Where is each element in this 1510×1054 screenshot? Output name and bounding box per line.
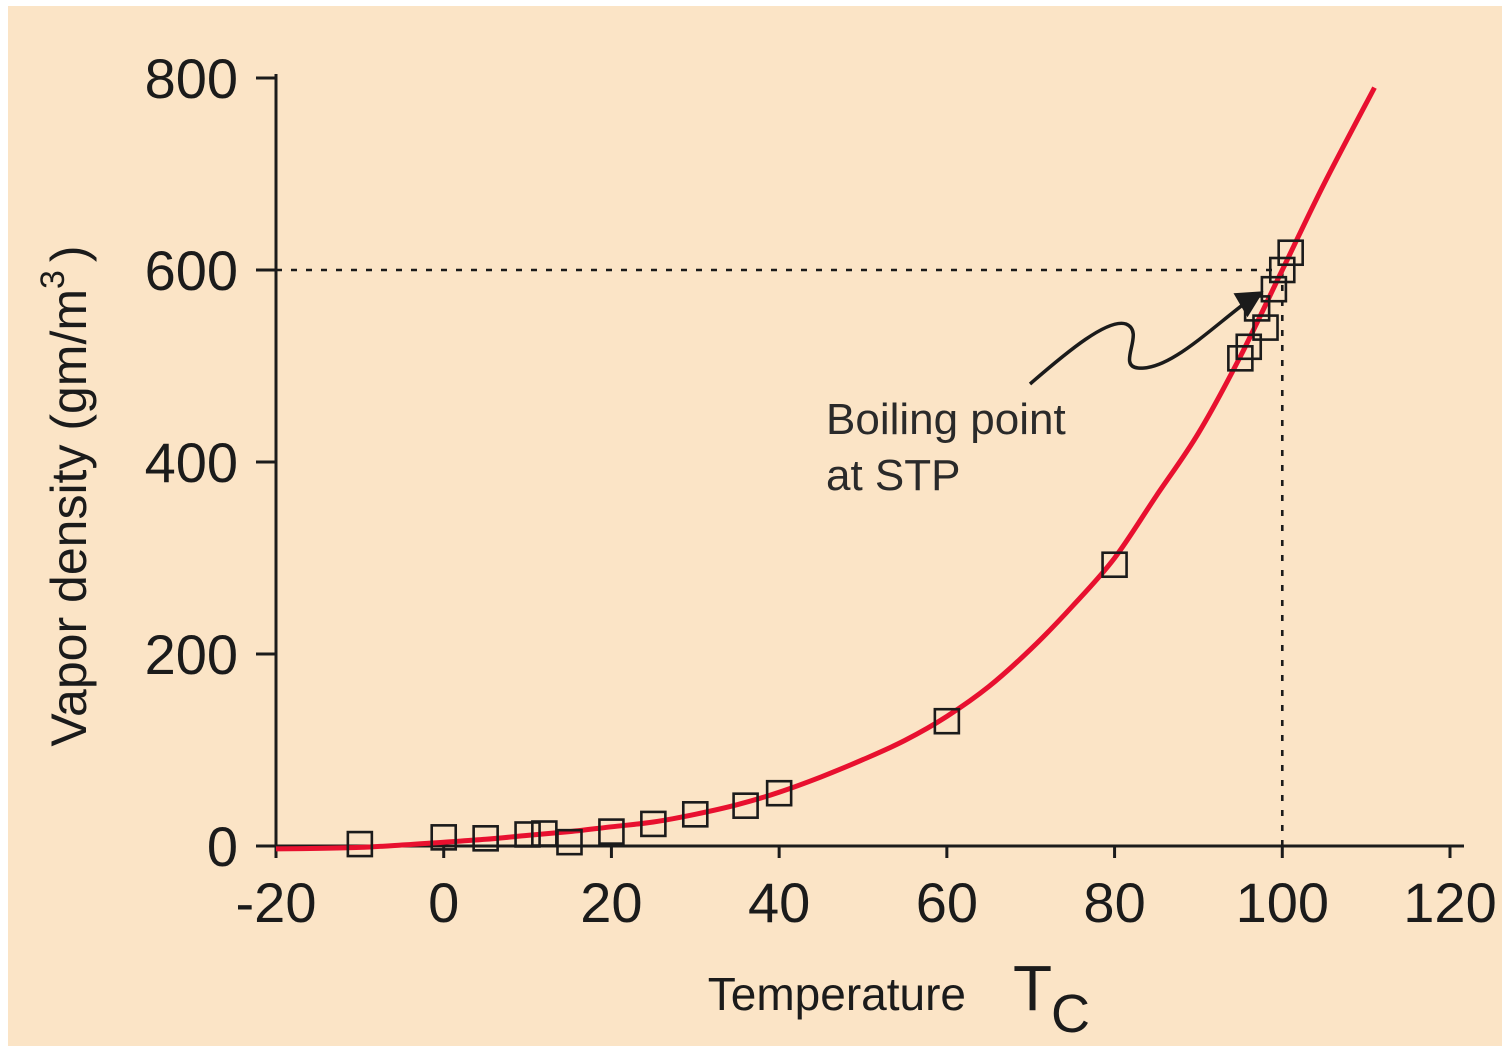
y-tick-label: 800 xyxy=(145,47,238,110)
x-tick-label: -20 xyxy=(236,871,317,934)
data-point xyxy=(1101,551,1128,579)
annotation-line: Boiling point xyxy=(826,395,1066,444)
data-point xyxy=(472,825,499,852)
x-tick-label: 20 xyxy=(580,871,642,934)
chart-panel: 0 200 400 600 800 -20 0 20 40 60 80 100 120 Boiling … xyxy=(8,6,1502,1046)
x-tick-label: 120 xyxy=(1403,871,1496,934)
data-point xyxy=(430,824,458,851)
data-point xyxy=(1268,256,1296,284)
fit-curve-line xyxy=(275,86,1377,852)
data-point xyxy=(1252,314,1279,341)
y-tick-label: 400 xyxy=(145,431,238,494)
data-point xyxy=(681,801,709,828)
x-axis-symbol-subscript: C xyxy=(1051,984,1090,1044)
data-point xyxy=(732,792,759,819)
data-point xyxy=(765,779,793,807)
y-tick-label: 200 xyxy=(145,623,238,686)
y-tick-label: 0 xyxy=(207,815,238,878)
x-tick-label: 40 xyxy=(748,871,810,934)
annotation-arrowhead xyxy=(1233,291,1264,318)
y-tick-label: 600 xyxy=(145,239,238,302)
x-tick-label: 0 xyxy=(428,871,459,934)
annotation-arrow xyxy=(1028,299,1249,386)
reference-lines xyxy=(276,268,1284,846)
x-tick-label: 80 xyxy=(1083,871,1145,934)
data-point xyxy=(346,830,374,858)
data-point xyxy=(1277,239,1304,267)
annotation-line: at STP xyxy=(826,451,961,500)
x-axis-label: Temperature xyxy=(708,968,966,1020)
annotation-layer: Boiling point at STP xyxy=(826,291,1264,500)
data-markers xyxy=(346,239,1304,858)
fit-curve-layer xyxy=(275,86,1377,852)
x-axis-symbol: T xyxy=(1013,952,1052,1024)
data-point xyxy=(933,707,961,735)
data-point xyxy=(556,828,583,856)
annotation-label: Boiling point at STP xyxy=(826,395,1066,500)
data-point xyxy=(1235,333,1263,361)
x-tick-label: 100 xyxy=(1236,871,1329,934)
y-axis-label-superscript: 3 xyxy=(34,270,72,289)
data-point xyxy=(640,810,667,838)
data-point xyxy=(598,818,625,845)
x-tick-label: 60 xyxy=(916,871,978,934)
y-axis-label-close: ) xyxy=(41,245,97,262)
y-axis-label: Vapor density (gm/m3) xyxy=(34,245,97,746)
data-point xyxy=(1260,275,1288,303)
y-axis-label-main: Vapor density (gm/m xyxy=(41,289,97,747)
data-point xyxy=(514,821,541,848)
